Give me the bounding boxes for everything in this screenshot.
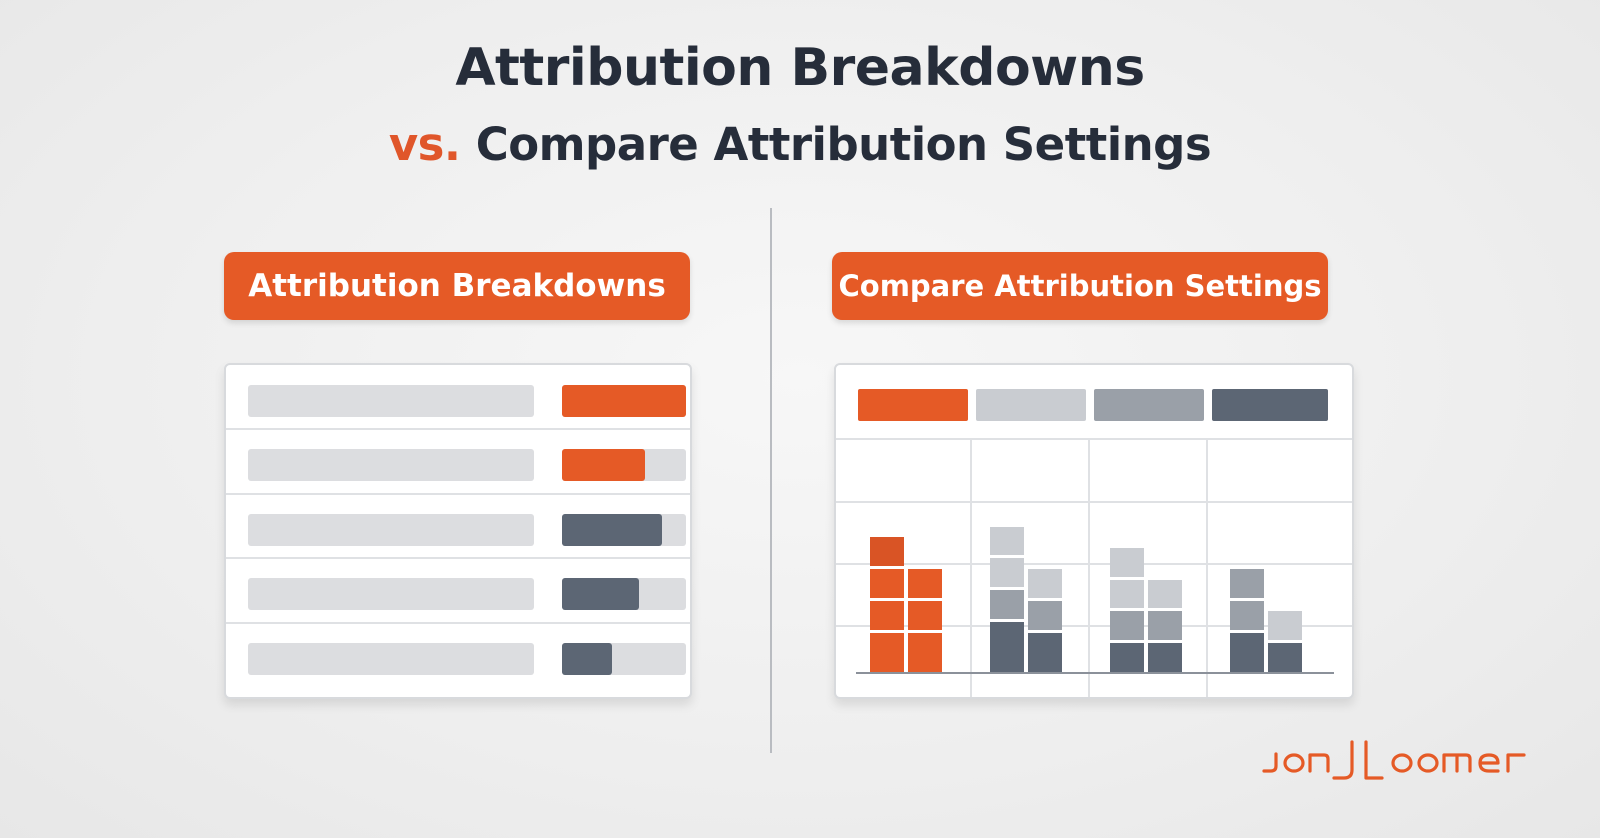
page-title: Attribution Breakdowns: [455, 38, 1145, 98]
bar-segment: [1148, 579, 1182, 609]
bar-segment: [870, 537, 904, 566]
bar-segment: [908, 632, 942, 672]
bar-segment: [1028, 632, 1062, 672]
row-label-placeholder: [248, 578, 534, 611]
row-value-bar: [562, 385, 686, 417]
row-divider: [226, 428, 690, 431]
row-label-placeholder: [248, 385, 534, 417]
vs-label: vs.: [388, 118, 461, 171]
bar-segment: [990, 590, 1024, 619]
bar-segment: [1268, 643, 1302, 672]
grid-line: [836, 501, 1352, 503]
bar-segment: [1230, 569, 1264, 598]
grid-line: [1206, 439, 1208, 697]
bar-segment: [908, 569, 942, 598]
bar-segment: [870, 569, 904, 598]
row-value-bar: [562, 449, 645, 482]
row-divider: [226, 557, 690, 560]
bar-segment: [1148, 611, 1182, 641]
bar-segment: [1028, 600, 1062, 630]
bar-segment: [1268, 611, 1302, 641]
row-value-bar: [562, 642, 612, 675]
subtitle-text: Compare Attribution Settings: [475, 118, 1212, 171]
row-label-placeholder: [248, 449, 534, 482]
row-label-placeholder: [248, 513, 534, 546]
chart-baseline: [856, 672, 1334, 674]
bar-segment: [870, 632, 904, 672]
bar-segment: [1230, 632, 1264, 672]
grid-line: [1088, 439, 1090, 697]
legend-swatch: [976, 389, 1086, 421]
compare-chart-card: [834, 363, 1354, 699]
center-divider: [770, 208, 772, 753]
row-value-bar: [562, 578, 639, 611]
bar-segment: [990, 526, 1024, 556]
row-divider: [226, 492, 690, 495]
row-divider: [226, 621, 690, 624]
bar-segment: [1110, 643, 1144, 672]
compare-attribution-settings-label: Compare Attribution Settings: [832, 252, 1328, 320]
legend-swatch: [1212, 389, 1328, 421]
legend-swatch: [1094, 389, 1204, 421]
bar-segment: [1230, 600, 1264, 630]
legend-swatch: [858, 389, 968, 421]
row-value-bar: [562, 513, 662, 546]
bar-segment: [870, 600, 904, 630]
breakdowns-table-card: [224, 363, 692, 699]
jon-loomer-logo: [1262, 740, 1526, 780]
grid-line: [836, 438, 1352, 440]
grid-line: [836, 563, 1352, 565]
bar-segment: [1110, 579, 1144, 609]
grid-line: [970, 439, 972, 697]
bar-segment: [990, 558, 1024, 588]
bar-segment: [1028, 569, 1062, 598]
attribution-breakdowns-label: Attribution Breakdowns: [224, 252, 690, 320]
grid-line: [836, 625, 1352, 627]
bar-segment: [1110, 547, 1144, 577]
bar-segment: [990, 622, 1024, 672]
row-label-placeholder: [248, 642, 534, 675]
bar-segment: [1110, 611, 1144, 641]
page-subtitle: vs. Compare Attribution Settings: [0, 118, 1600, 171]
bar-segment: [1148, 643, 1182, 672]
bar-segment: [908, 600, 942, 630]
